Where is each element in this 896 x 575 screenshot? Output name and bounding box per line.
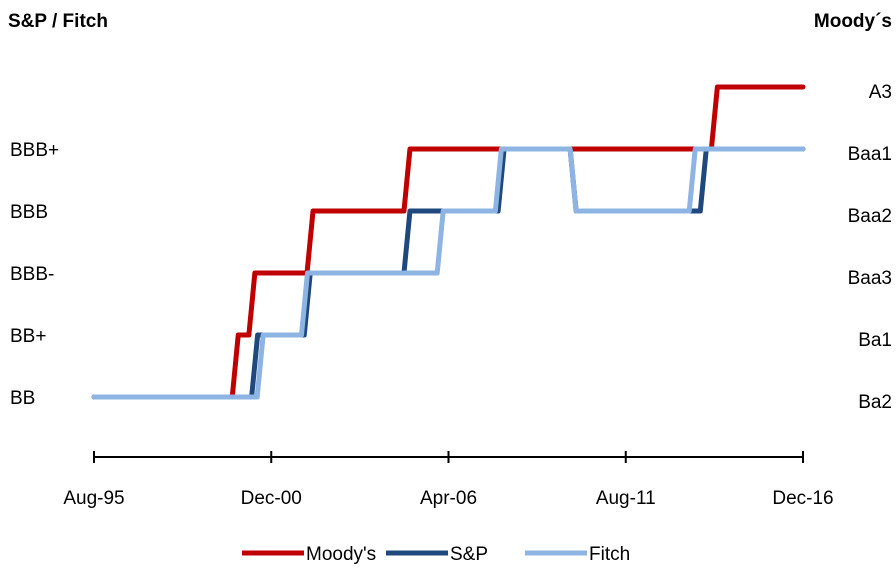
- series-lines: [91, 84, 806, 400]
- series-line-s-p: [91, 146, 806, 400]
- series-line-moody-s: [91, 84, 806, 400]
- right-tick-label: Baa2: [848, 206, 892, 227]
- right-tick-label: Ba2: [858, 392, 892, 413]
- left-tick-label: BBB-: [10, 264, 54, 285]
- left-axis-labels: BB BB+ BBB- BBB BBB+: [10, 140, 59, 409]
- left-tick-label: BBB+: [10, 140, 59, 161]
- legend: Moody's S&P Fitch: [242, 544, 630, 565]
- left-tick-label: BBB: [10, 202, 48, 223]
- series-line-fitch: [91, 146, 806, 400]
- right-tick-label: A3: [869, 82, 892, 103]
- x-tick-label: Apr-06: [420, 488, 477, 509]
- legend-label: S&P: [450, 544, 488, 565]
- right-tick-label: Baa1: [848, 144, 892, 165]
- x-tick-label: Aug-11: [596, 488, 656, 509]
- x-tick-label: Dec-16: [772, 488, 833, 509]
- left-axis-title: S&P / Fitch: [8, 11, 108, 32]
- x-tick-label: Dec-00: [241, 488, 302, 509]
- right-tick-label: Baa3: [848, 268, 892, 289]
- x-axis: Aug-95 Dec-00 Apr-06 Aug-11 Dec-16: [63, 451, 834, 509]
- x-tick-label: Aug-95: [63, 488, 124, 509]
- left-tick-label: BB+: [10, 326, 46, 347]
- right-axis-labels: Ba2 Ba1 Baa3 Baa2 Baa1 A3: [848, 82, 892, 413]
- legend-label: Fitch: [589, 544, 630, 565]
- left-tick-label: BB: [10, 388, 35, 409]
- right-tick-label: Ba1: [858, 330, 892, 351]
- legend-label: Moody's: [306, 544, 376, 565]
- right-axis-title: Moody´s: [814, 11, 892, 32]
